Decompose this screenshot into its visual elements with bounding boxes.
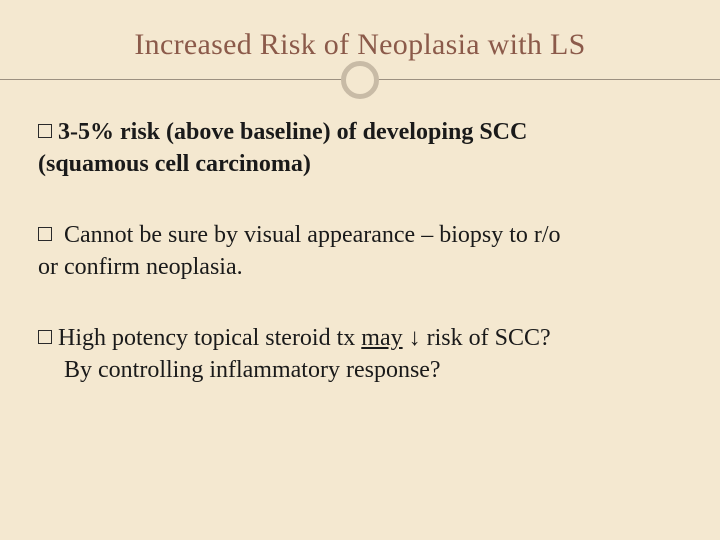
bullet-3-line1-after: ↓ risk of SCC? bbox=[403, 325, 551, 351]
square-bullet-icon bbox=[38, 124, 52, 138]
bullet-2-line1: Cannot be sure by visual appearance – bi… bbox=[58, 222, 561, 248]
bullet-3-line2: By controlling inflammatory response? bbox=[38, 354, 682, 386]
content-area: 3-5% risk (above baseline) of developing… bbox=[38, 94, 682, 386]
title-block: Increased Risk of Neoplasia with LS bbox=[38, 28, 682, 94]
slide-container: Increased Risk of Neoplasia with LS 3-5%… bbox=[0, 0, 720, 540]
bullet-item-3: High potency topical steroid tx may ↓ ri… bbox=[38, 322, 682, 387]
bullet-1-line1: 3-5% risk (above baseline) of developing… bbox=[58, 119, 527, 145]
bullet-2-line2: or confirm neoplasia. bbox=[38, 251, 682, 283]
bullet-3-line1-before: High potency topical steroid tx bbox=[58, 325, 361, 351]
square-bullet-icon bbox=[38, 330, 52, 344]
square-bullet-icon bbox=[38, 227, 52, 241]
bullet-1-line2: (squamous cell carcinoma) bbox=[38, 148, 682, 180]
bullet-3-underline: may bbox=[361, 325, 402, 351]
bullet-item-1: 3-5% risk (above baseline) of developing… bbox=[38, 116, 682, 181]
circle-decoration bbox=[341, 61, 379, 99]
bullet-item-2: Cannot be sure by visual appearance – bi… bbox=[38, 219, 682, 284]
slide-title: Increased Risk of Neoplasia with LS bbox=[38, 28, 682, 62]
